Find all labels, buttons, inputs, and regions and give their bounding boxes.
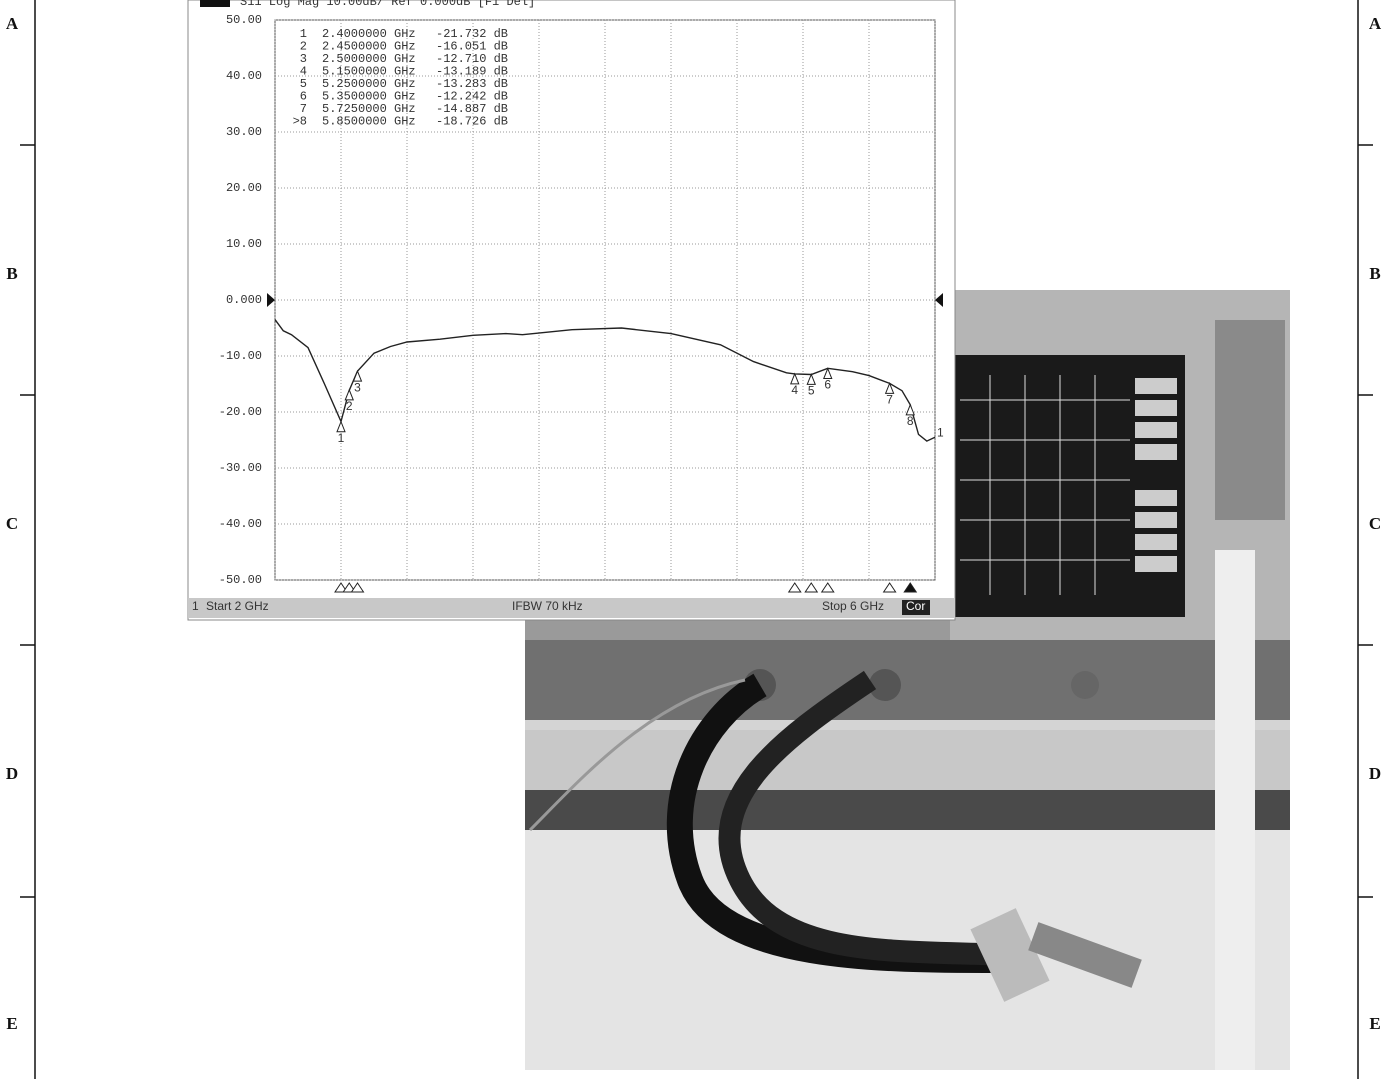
frame-letter: C: [1369, 514, 1381, 533]
marker-id: 4: [300, 65, 307, 79]
trace-badge: [200, 0, 230, 7]
marker-name: 2: [346, 399, 353, 413]
ref-arrow: [267, 293, 275, 307]
marker: [823, 367, 833, 380]
chart-title: S11 Log Mag 10.00dB/ Ref 0.000dB [F1 Del…: [240, 0, 535, 9]
y-tick-label: -50.00: [219, 573, 262, 587]
y-tick-label: 50.00: [226, 13, 262, 27]
stimulus-marker: [804, 582, 819, 593]
frame-letter: B: [1369, 264, 1380, 283]
start-label: Start 2 GHz: [206, 599, 269, 613]
frame-letters: A A B B C C D D E E: [6, 14, 1382, 1033]
marker-freq: 5.1500000 GHz: [322, 65, 416, 79]
marker-id: 6: [300, 90, 307, 104]
y-tick-label: 10.00: [226, 237, 262, 251]
cor-box: [902, 600, 930, 615]
stimulus-marker: [350, 582, 365, 593]
ref-arrow: [935, 293, 943, 307]
marker: [344, 388, 354, 401]
frame-letter: D: [1369, 764, 1381, 783]
marker-value: -14.887 dB: [436, 102, 508, 116]
marker-name: 5: [808, 384, 815, 398]
frame-ticks: [20, 144, 1373, 898]
marker-name: 4: [791, 383, 798, 397]
marker-freq: 5.8500000 GHz: [322, 115, 416, 129]
marker-freq: 5.2500000 GHz: [322, 77, 416, 91]
marker-value: -16.051 dB: [436, 40, 508, 54]
marker-freq: 5.3500000 GHz: [322, 90, 416, 104]
marker-id: 7: [300, 102, 307, 116]
marker-name: 7: [886, 393, 893, 407]
frame-letter: A: [6, 14, 19, 33]
stimulus-marker: [787, 582, 802, 593]
ifbw-label: IFBW 70 kHz: [512, 599, 583, 613]
marker-id: 5: [300, 77, 307, 91]
marker-freq: 2.4500000 GHz: [322, 40, 416, 54]
marker-value: -18.726 dB: [436, 115, 508, 129]
marker: [905, 403, 915, 416]
marker-value: -13.189 dB: [436, 65, 508, 79]
y-tick-label: 40.00: [226, 69, 262, 83]
frame-letter: E: [6, 1014, 17, 1033]
trace: [274, 319, 936, 442]
marker-id: >8: [293, 115, 307, 129]
stimulus-marker: [334, 582, 348, 593]
marker-name: 6: [824, 378, 831, 392]
stimulus-marker: [820, 582, 835, 593]
y-tick-label: -10.00: [219, 349, 262, 363]
marker-value: -21.732 dB: [436, 27, 508, 41]
y-tick-label: -40.00: [219, 517, 262, 531]
marker-freq: 2.4000000 GHz: [322, 27, 416, 41]
frame-letter: B: [6, 264, 17, 283]
y-tick-label: 20.00: [226, 181, 262, 195]
marker-value: -12.710 dB: [436, 52, 508, 66]
frame-letter: E: [1369, 1014, 1380, 1033]
marker-value: -13.283 dB: [436, 77, 508, 91]
y-tick-label: 30.00: [226, 125, 262, 139]
stimulus-marker: [882, 582, 897, 593]
vna-window: [187, 0, 956, 621]
marker: [806, 373, 816, 385]
frame-letter: D: [6, 764, 18, 783]
marker-freq: 5.7250000 GHz: [322, 102, 416, 116]
marker: [790, 372, 800, 385]
marker-id: 1: [300, 27, 307, 41]
stop-label: Stop 6 GHz: [822, 599, 884, 613]
stimulus-marker: [342, 582, 357, 593]
y-tick-label: 0.000: [226, 293, 262, 307]
channel: 1: [192, 599, 199, 613]
status-bar: [188, 598, 955, 618]
cor-label: Cor: [906, 599, 925, 613]
marker-id: 3: [300, 52, 307, 66]
y-tick-label: -20.00: [219, 405, 262, 419]
marker-id: 2: [300, 40, 307, 54]
marker-value: -12.242 dB: [436, 90, 508, 104]
frame-letter: C: [6, 514, 18, 533]
trace-name: 1: [937, 425, 944, 439]
marker: [884, 382, 895, 394]
marker-freq: 2.5000000 GHz: [322, 52, 416, 66]
marker-name: 8: [907, 414, 914, 428]
marker: [352, 369, 363, 382]
frame-letter: A: [1369, 14, 1382, 33]
marker-name: 3: [354, 380, 361, 394]
marker: [336, 420, 346, 433]
stimulus-marker: [903, 582, 918, 593]
y-tick-label: -30.00: [219, 461, 262, 475]
marker-name: 1: [338, 431, 345, 445]
